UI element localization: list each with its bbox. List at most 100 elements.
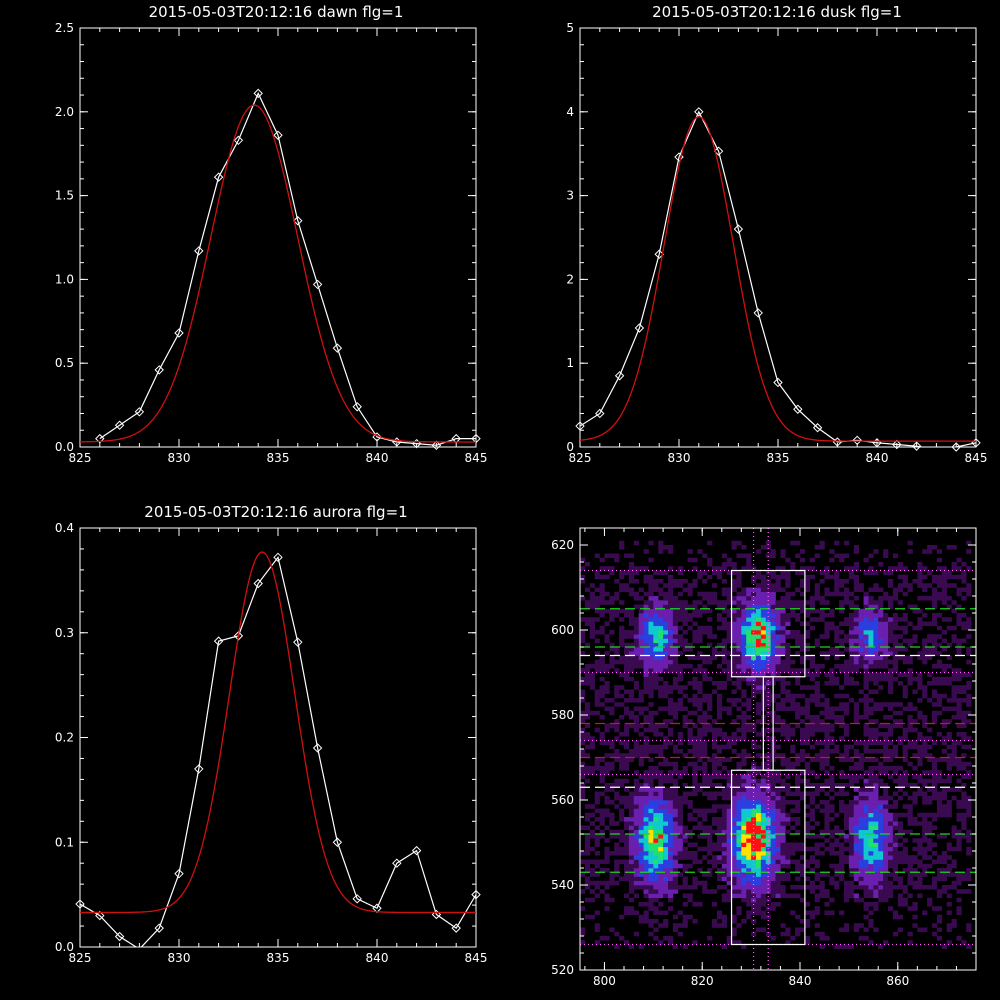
image-pixel: [653, 608, 659, 614]
image-pixel: [624, 851, 630, 856]
image-pixel: [648, 834, 654, 839]
image-pixel: [907, 540, 913, 546]
image-pixel: [751, 723, 757, 729]
image-pixel: [961, 621, 967, 627]
image-pixel: [907, 715, 913, 720]
image-pixel: [643, 872, 649, 877]
image-pixel: [726, 638, 732, 644]
image-pixel: [814, 774, 820, 780]
image-pixel: [848, 778, 855, 784]
image-pixel: [956, 685, 962, 690]
image-pixel: [604, 859, 610, 865]
image-pixel: [785, 579, 791, 584]
image-pixel: [658, 838, 664, 843]
image-pixel: [785, 766, 791, 771]
image-pixel: [599, 685, 605, 690]
image-pixel: [624, 834, 630, 839]
dusk-ytick-label: 5: [566, 21, 574, 35]
image-pixel: [731, 812, 737, 818]
image-pixel: [677, 583, 683, 588]
image-pixel: [672, 770, 679, 775]
image-pixel: [873, 906, 879, 911]
image-pixel: [653, 617, 659, 622]
image-pixel: [873, 749, 879, 754]
image-pixel: [653, 613, 659, 618]
image-pixel: [604, 766, 610, 771]
image-pixel: [712, 744, 718, 750]
image-pixel: [868, 719, 874, 724]
image-pixel: [741, 587, 747, 593]
image-pixel: [726, 842, 732, 848]
image-pixel: [941, 630, 947, 635]
image-pixel: [824, 757, 830, 763]
image-pixel: [809, 698, 815, 703]
image-pixel: [892, 596, 899, 601]
image-pixel: [697, 825, 703, 831]
image-pixel: [663, 600, 669, 605]
image-pixel: [726, 613, 732, 618]
image-pixel: [638, 817, 644, 822]
image-pixel: [800, 927, 806, 933]
image-pixel: [658, 872, 664, 877]
image-pixel: [760, 608, 767, 614]
image-pixel: [721, 562, 727, 567]
image-region-box: [762, 676, 774, 771]
image-pixel: [692, 604, 698, 610]
image-pixel: [873, 549, 879, 554]
image-pixel: [624, 757, 630, 763]
image-pixel: [697, 834, 703, 839]
image-pixel: [648, 931, 654, 937]
image-pixel: [917, 821, 923, 826]
image-pixel: [892, 855, 899, 860]
image-pixel: [873, 608, 879, 614]
image-pixel: [580, 732, 586, 737]
image-pixel: [638, 855, 644, 860]
image-pixel: [589, 740, 595, 746]
image-pixel: [712, 846, 718, 852]
image-pixel: [888, 638, 894, 644]
image-pixel: [736, 808, 742, 814]
dusk-ytick-label: 4: [566, 105, 574, 119]
image-pixel: [638, 608, 644, 614]
image-pixel: [858, 876, 864, 882]
image-pixel: [668, 851, 674, 856]
image-pixel: [594, 872, 600, 877]
image-pixel: [672, 821, 679, 826]
image-pixel: [883, 825, 889, 831]
image-pixel: [951, 787, 957, 792]
image-pixel: [804, 715, 811, 720]
dusk-data-point: [634, 323, 645, 333]
image-pixel: [614, 783, 620, 788]
image-pixel: [741, 919, 747, 924]
image-pixel: [780, 574, 786, 580]
image-pixel: [584, 825, 591, 831]
image-pixel: [804, 621, 811, 627]
image-pixel: [878, 800, 884, 805]
image-pixel: [897, 876, 903, 882]
image-pixel: [844, 727, 850, 733]
image-pixel: [966, 944, 972, 950]
image-pixel: [902, 868, 908, 873]
image-pixel: [751, 617, 757, 622]
image-pixel: [687, 749, 693, 754]
image-pixel: [902, 846, 908, 852]
image-pixel: [643, 838, 649, 843]
image-pixel: [775, 727, 781, 733]
image-pixel: [888, 893, 894, 899]
image-pixel: [902, 617, 908, 622]
image-pixel: [653, 659, 659, 665]
image-pixel: [785, 817, 791, 822]
image-pixel: [668, 647, 674, 652]
image-pixel: [702, 812, 708, 818]
image-pixel: [765, 889, 771, 894]
image-pixel: [848, 893, 855, 899]
image-pixel: [785, 583, 791, 588]
image-pixel: [932, 579, 938, 584]
image-pixel: [809, 885, 815, 890]
image-pixel: [873, 766, 879, 771]
image-pixel: [829, 876, 835, 882]
image-pixel: [765, 672, 771, 678]
image-pixel: [892, 825, 899, 831]
image-pixel: [648, 880, 654, 886]
image-pixel: [922, 927, 928, 933]
